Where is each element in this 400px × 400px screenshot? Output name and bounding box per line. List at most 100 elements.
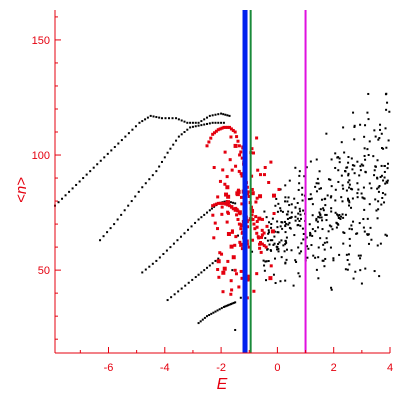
black-point <box>350 224 353 227</box>
black-point <box>363 147 366 150</box>
black-point <box>277 247 280 250</box>
black-point <box>89 170 92 173</box>
black-point <box>351 168 354 171</box>
black-point <box>378 275 381 278</box>
black-point <box>134 125 137 128</box>
black-point <box>384 127 387 130</box>
black-point <box>273 235 276 238</box>
red-point <box>235 135 239 139</box>
black-point <box>284 279 287 282</box>
black-point <box>321 259 324 262</box>
red-point <box>222 266 227 271</box>
black-point <box>177 135 180 138</box>
black-point <box>144 182 147 185</box>
black-point <box>363 135 366 138</box>
red-point <box>218 251 222 255</box>
black-point <box>197 121 200 124</box>
red-point <box>237 222 241 226</box>
black-point <box>379 123 382 126</box>
black-point <box>299 210 302 213</box>
black-point <box>321 219 324 222</box>
black-point <box>384 193 387 196</box>
black-point <box>347 174 350 177</box>
black-point <box>285 241 288 244</box>
black-point <box>327 230 330 233</box>
black-point <box>225 304 228 307</box>
black-point <box>197 218 200 221</box>
black-point <box>334 166 337 169</box>
black-point <box>284 262 287 265</box>
red-point <box>224 192 229 197</box>
red-point <box>231 128 235 132</box>
black-point <box>338 253 341 256</box>
black-point <box>134 195 137 198</box>
black-point <box>298 170 301 173</box>
black-point <box>353 124 356 127</box>
black-point <box>385 180 388 183</box>
black-point <box>191 121 194 124</box>
black-point <box>160 117 163 120</box>
black-point <box>317 182 320 185</box>
black-point <box>309 234 312 237</box>
red-point <box>230 205 234 209</box>
black-point <box>351 197 354 200</box>
black-point <box>329 246 332 249</box>
red-point <box>233 143 238 148</box>
black-point <box>362 164 365 167</box>
black-point <box>268 243 271 246</box>
black-point <box>315 182 318 185</box>
black-point <box>376 187 379 190</box>
black-point <box>284 200 287 203</box>
red-point <box>217 275 221 279</box>
black-point <box>325 219 328 222</box>
black-point <box>319 214 322 217</box>
red-point <box>226 194 231 199</box>
black-point <box>376 176 379 179</box>
red-point <box>235 208 239 212</box>
black-point <box>208 209 211 212</box>
black-point <box>340 174 343 177</box>
black-point <box>373 174 376 177</box>
black-point <box>351 164 354 167</box>
black-point <box>341 200 344 203</box>
black-point <box>298 219 301 222</box>
red-point <box>250 191 255 196</box>
black-point <box>310 197 313 200</box>
red-point <box>259 241 263 245</box>
black-point <box>162 253 165 256</box>
data-marks <box>54 92 391 331</box>
black-point <box>297 212 300 215</box>
black-point <box>353 138 356 141</box>
black-point <box>172 143 175 146</box>
black-point <box>151 174 154 177</box>
black-point <box>130 200 133 203</box>
red-point <box>216 268 220 272</box>
black-point <box>344 268 347 271</box>
red-point <box>229 135 233 139</box>
black-point <box>273 230 276 233</box>
black-point <box>386 101 389 104</box>
red-point <box>239 242 244 247</box>
black-point <box>103 156 106 159</box>
red-point <box>255 196 259 200</box>
black-point <box>113 223 116 226</box>
black-point <box>319 208 322 211</box>
black-point <box>357 188 360 191</box>
black-point <box>348 201 351 204</box>
black-point <box>306 256 309 259</box>
black-point <box>141 120 144 123</box>
black-point <box>166 299 169 302</box>
x-tick-label: 0 <box>274 362 280 374</box>
black-point <box>359 169 362 172</box>
black-point <box>85 173 88 176</box>
red-point <box>229 127 233 131</box>
red-point <box>256 168 260 172</box>
black-point <box>275 248 278 251</box>
red-point <box>260 228 264 232</box>
black-point <box>336 222 339 225</box>
black-point <box>169 246 172 249</box>
black-point <box>346 268 349 271</box>
black-point <box>379 242 382 245</box>
red-point <box>239 269 243 273</box>
black-point <box>263 210 266 213</box>
